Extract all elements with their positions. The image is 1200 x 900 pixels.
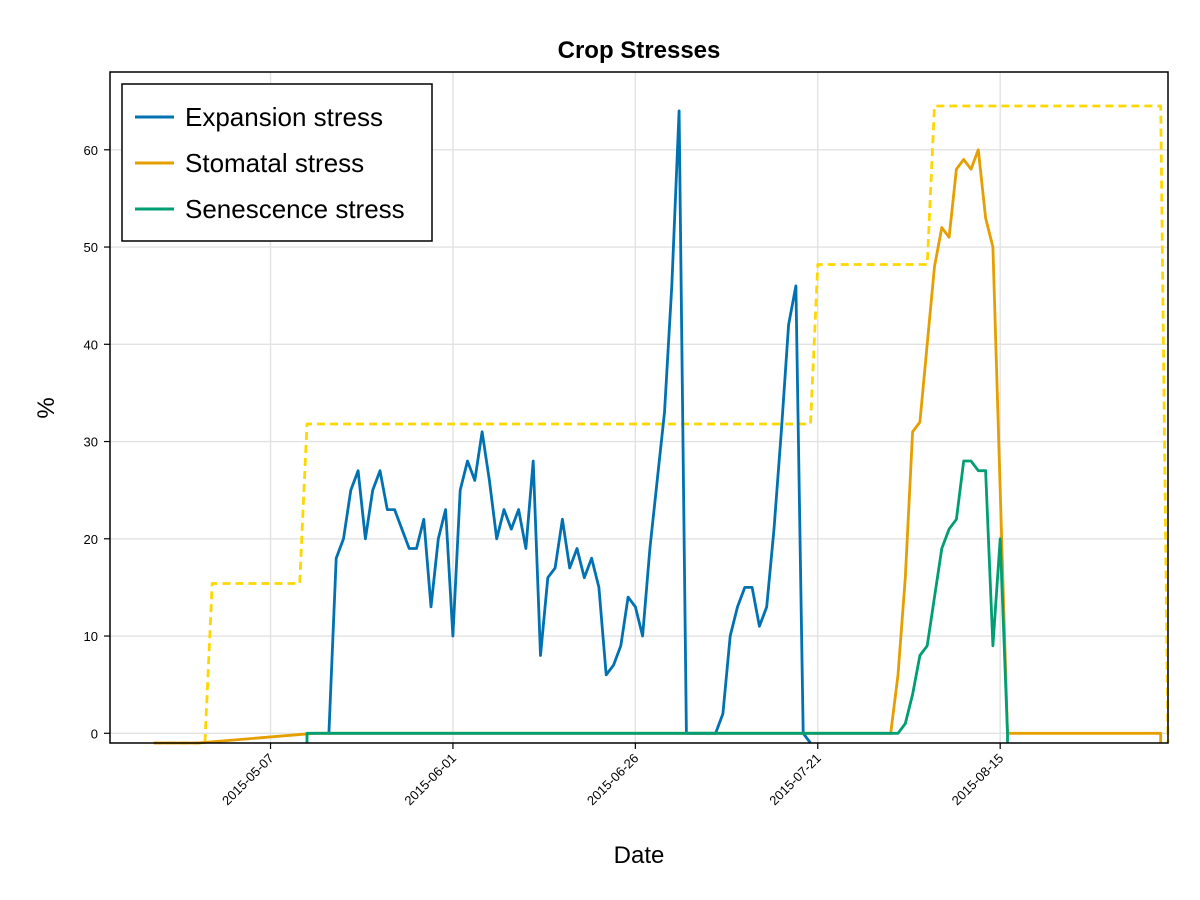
series-line-expansion-stress [327, 109, 812, 744]
series-line-senescence-stress [305, 459, 1009, 743]
y-tick-label: 40 [84, 337, 98, 352]
legend-label: Expansion stress [185, 102, 383, 132]
y-axis-ticks: 0 10 20 30 40 50 60 [84, 143, 110, 741]
y-tick-label: 20 [84, 532, 98, 547]
y-axis-label: % [33, 397, 60, 418]
legend-label: Stomatal stress [185, 148, 364, 178]
x-axis-label: Date [614, 842, 665, 869]
series-line-stomatal-stress [153, 148, 1163, 745]
plot-frame [109, 71, 1169, 744]
y-tick-label: 60 [84, 143, 98, 158]
y-tick-label: 10 [84, 629, 98, 644]
chart-title: Crop Stresses [558, 37, 721, 64]
series-layer [153, 104, 1170, 745]
legend-label: Senescence stress [185, 194, 405, 224]
legend: Expansion stress Stomatal stress Senescenc… [121, 83, 433, 242]
y-tick-label: 0 [91, 726, 98, 741]
series-line-dashed [153, 104, 1170, 745]
y-tick-label: 30 [84, 435, 98, 450]
y-tick-label: 50 [84, 240, 98, 255]
